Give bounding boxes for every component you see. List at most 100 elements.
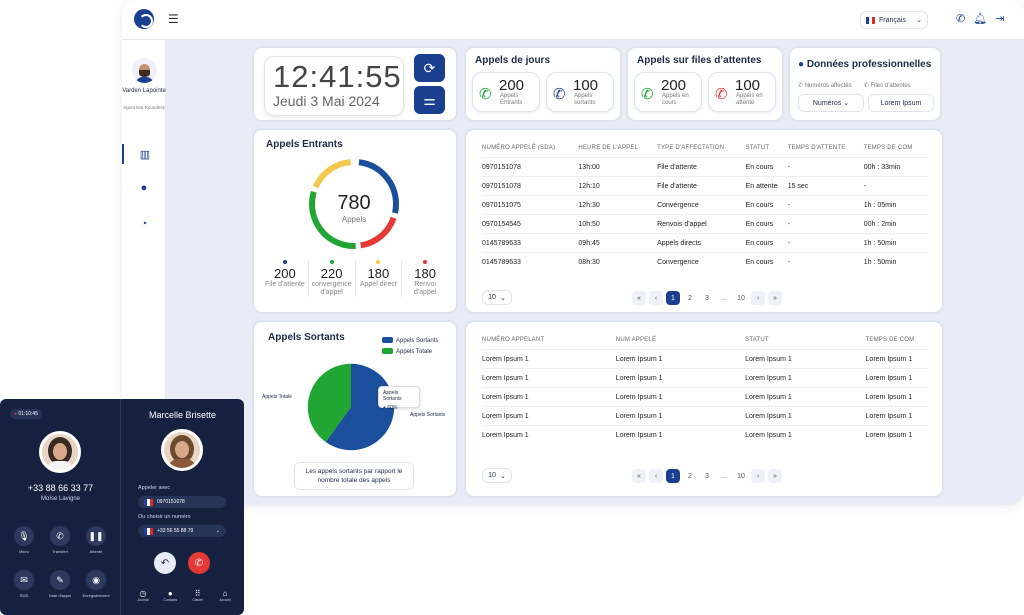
numeros-select[interactable]: Numéros ⌄ — [798, 94, 864, 112]
per-page-select[interactable]: 10 ⌄ — [482, 290, 512, 305]
note-button[interactable]: ✎ Note d'appel — [46, 570, 74, 598]
tab-accueil[interactable]: ⌂ Accueil — [216, 589, 234, 602]
table-row[interactable]: 0970151078 13h:00 File d'attente En cours -0… — [482, 157, 928, 177]
pie-chart-icon[interactable]: ◔ — [140, 218, 148, 230]
appels-en-attente-stat[interactable]: ✆ 100 Appels en attente — [708, 72, 776, 112]
enregistrement-button[interactable]: ◉ Enregistrement — [82, 570, 110, 598]
table-cell: Lorem Ipsum 1 — [615, 406, 746, 426]
col-header[interactable]: TEMPS D'ATTENTE — [787, 145, 846, 151]
col-header[interactable]: NUMÉRO APPELÉ (SDA) — [482, 145, 556, 151]
prev-page-button[interactable]: ‹ — [649, 291, 663, 305]
col-header[interactable]: NUMÉRO APPELANT — [482, 337, 545, 343]
prev-page-button[interactable]: ‹ — [649, 469, 663, 483]
choisir-numero-select[interactable]: +33 56 55 88 79 ⌄ — [138, 525, 226, 537]
hangup-button[interactable]: ✆ — [188, 552, 210, 574]
pie-slice-totale[interactable] — [307, 363, 351, 442]
per-page-select[interactable]: 10 ⌄ — [482, 468, 512, 483]
table-cell: - — [787, 252, 864, 271]
page-button[interactable]: 1 — [666, 469, 680, 483]
pause-icon: ❚❚ — [86, 526, 106, 546]
table-cell: 1h : 50min — [863, 233, 928, 253]
language-select[interactable]: Français ⌄ — [860, 11, 928, 29]
col-header[interactable]: TEMPS DE COM — [865, 337, 915, 343]
lorem-ipsum-value[interactable]: Lorem Ipsum — [868, 94, 934, 112]
legend-sortants: Appels Sortants — [382, 336, 438, 347]
avatar[interactable] — [132, 58, 157, 83]
menu-icon[interactable]: ☰ — [168, 12, 179, 26]
legend-label: Appels Totale — [396, 349, 432, 355]
page-button[interactable]: 3 — [705, 472, 709, 480]
first-page-button[interactable]: « — [632, 469, 646, 483]
phone-icon[interactable]: ✆ — [956, 13, 966, 25]
flag-fr-icon — [144, 498, 153, 506]
table-cell: Lorem Ipsum 1 — [865, 425, 928, 444]
table-cell: En attente — [745, 176, 788, 196]
appels-en-cours-stat[interactable]: ✆ 200 Appels en cours — [634, 72, 702, 112]
attente-button[interactable]: ❚❚ Attente — [82, 526, 110, 554]
page-button[interactable]: 2 — [688, 294, 692, 302]
table-row[interactable]: 0970154545 10h:50 Renvois d'appel En cours -… — [482, 214, 928, 234]
table-cell: Lorem Ipsum 1 — [615, 368, 746, 388]
page-button[interactable]: 2 — [688, 472, 692, 480]
dashboard-icon[interactable]: ▥ — [122, 144, 166, 164]
col-header[interactable]: TYPE D'AFFECTATION — [657, 145, 725, 151]
next-page-button[interactable]: › — [751, 469, 765, 483]
first-page-button[interactable]: « — [632, 291, 646, 305]
table-cell: Convergence — [657, 195, 746, 215]
active-call-panel: ● 01:10:45 +33 88 66 33 77 Moïse Lavigne… — [0, 399, 121, 615]
refresh-button[interactable]: ⟳ — [414, 54, 445, 82]
sms-button[interactable]: ✉ SMS — [10, 570, 38, 598]
entrants-title: Appels Entrants — [266, 139, 343, 150]
last-page-button[interactable]: » — [768, 291, 782, 305]
sliders-icon: ⚌ — [423, 91, 436, 108]
tab-contacts[interactable]: ● Contacts — [161, 589, 179, 602]
bell-icon[interactable]: 🔔︎ — [973, 13, 988, 25]
tab-journal[interactable]: ◷ Journal — [134, 589, 152, 602]
table-row[interactable]: 0970151075 12h:30 Convergence En cours -1h :… — [482, 195, 928, 215]
col-header[interactable]: NUM APPELÉ — [615, 337, 657, 343]
contact-icon: ● — [167, 589, 173, 598]
last-page-button[interactable]: » — [768, 469, 782, 483]
col-header[interactable]: TEMPS DE COM — [863, 145, 913, 151]
page-button[interactable]: 1 — [666, 291, 680, 305]
table-cell: - — [787, 214, 864, 234]
tab-clavier[interactable]: ⠿ Clavier — [189, 589, 207, 602]
col-header[interactable]: HEURE DE L'APPEL — [578, 145, 639, 151]
table-row[interactable]: 0145789633 09h:45 Appels directs En cours -1… — [482, 233, 928, 253]
user-icon[interactable]: ● — [140, 182, 148, 194]
pie-legend: Appels Sortants Appels Totale — [382, 336, 438, 358]
table-row[interactable]: 0970151078 12h:10 File d'attente En attente… — [482, 176, 928, 196]
appels-sortants-stat[interactable]: ✆ 100 Appels sortants — [546, 72, 614, 112]
transfert-button[interactable]: ✆ Transfert — [46, 526, 74, 554]
table-cell: Lorem Ipsum 1 — [745, 406, 866, 426]
appeler-avec-input[interactable]: 0970151078 — [138, 496, 226, 508]
softphone-widget: ● 01:10:45 +33 88 66 33 77 Moïse Lavigne… — [0, 399, 244, 615]
page-button[interactable]: 3 — [705, 294, 709, 302]
logo-icon[interactable] — [134, 9, 154, 29]
next-page-button[interactable]: › — [751, 291, 765, 305]
contact-name: Marcelle Brisette — [148, 410, 217, 420]
reply-button[interactable]: ↶ — [154, 552, 176, 574]
appels-entrants-stat[interactable]: ✆ 200 Appels Entrants — [472, 72, 540, 112]
col-header[interactable]: STATUT — [745, 337, 769, 343]
pie-label-totale: Appels Totale — [262, 394, 292, 400]
table-cell: Lorem Ipsum 1 — [482, 349, 616, 369]
appels-entrants-card: Appels Entrants 780 Appels 200 File d'att… — [252, 128, 458, 314]
table-cell: En cours — [745, 195, 788, 215]
control-label: SMS — [19, 593, 29, 598]
page-button[interactable]: 10 — [737, 472, 745, 480]
table-row[interactable]: 0145789633 08h:30 Convergence En cours -1h :… — [482, 252, 928, 271]
stat-value: 220 — [320, 266, 343, 281]
stat-file: 200 File d'attente — [262, 260, 309, 297]
filter-button[interactable]: ⚌ — [414, 86, 445, 114]
page-button[interactable]: 10 — [737, 294, 745, 302]
col-header[interactable]: STATUT — [745, 145, 770, 151]
micro-button[interactable]: 🎙︎ Micro — [10, 526, 38, 554]
pie-slice-sortants[interactable] — [325, 363, 395, 451]
logout-icon[interactable]: ⇥ — [995, 13, 1005, 25]
